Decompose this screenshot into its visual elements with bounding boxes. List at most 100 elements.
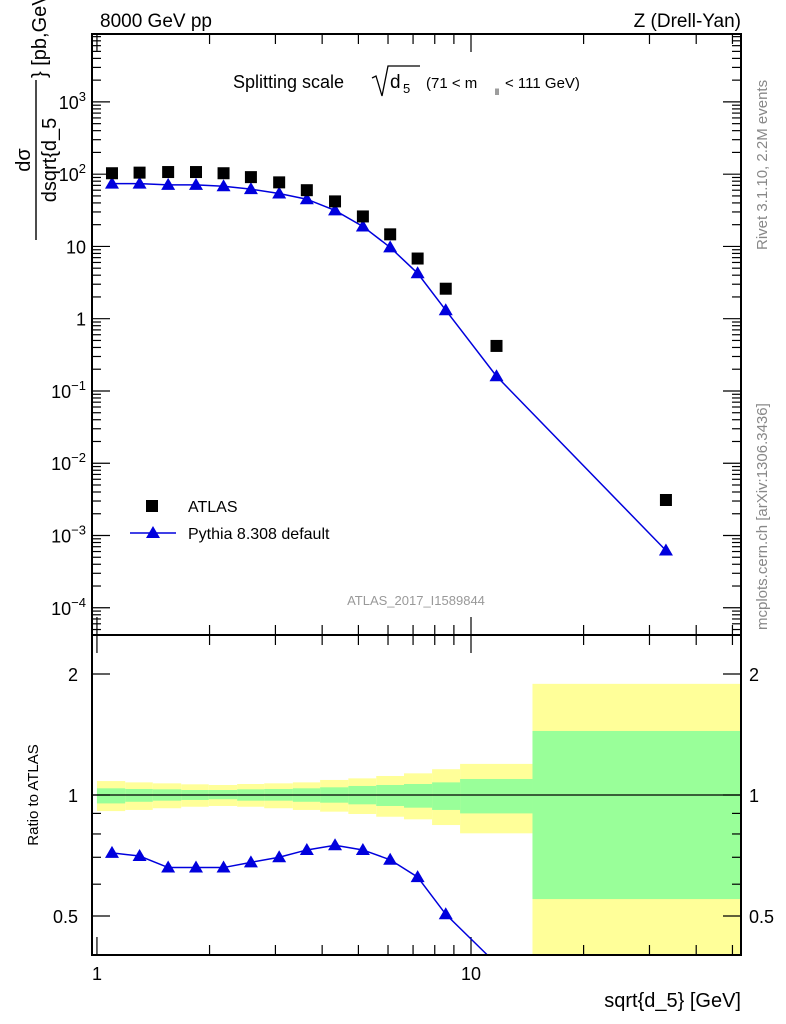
header-left: 8000 GeV pp [100, 11, 212, 32]
atlas-point [244, 171, 257, 184]
y-tick-label: 102 [59, 161, 86, 185]
title-prefix: Splitting scale [233, 72, 344, 92]
ratio-point [272, 850, 287, 863]
ratio-point [161, 860, 176, 873]
pythia-point [383, 240, 398, 253]
legend-pythia-marker [146, 526, 160, 538]
ratio-frame [91, 634, 742, 956]
ratio-y-tick-label: 2 [68, 665, 78, 685]
y-tick-label: 10−4 [51, 595, 86, 619]
atlas-point [300, 184, 313, 197]
ratio-point [132, 849, 147, 862]
ratio-point [243, 855, 258, 868]
main-ylabel: dσ dsqrt{d_5 } [pb,GeV-1] [13, 0, 61, 240]
pythia-point [489, 369, 504, 382]
atlas-point [133, 166, 146, 179]
pythia-point [355, 219, 370, 232]
atlas-point [439, 282, 452, 295]
pythia-point [272, 186, 287, 199]
header-right: Z (Drell-Yan) [634, 11, 741, 32]
ylabel-unit: } [pb,GeV [29, 0, 51, 78]
title-range-a: (71 < m [426, 75, 477, 92]
stat-uncertainty-band [532, 730, 741, 900]
svg-text:(71 < m: (71 < m [426, 75, 477, 92]
atlas-point [329, 195, 342, 208]
svg-text:< 111 GeV): < 111 GeV) [505, 75, 580, 92]
pythia-point [438, 303, 453, 316]
side-text-rivet: Rivet 3.1.10, 2.2M events [754, 80, 771, 250]
pythia-point [132, 176, 147, 189]
atlas-point [356, 210, 369, 223]
y-tick-label: 103 [59, 89, 86, 113]
stat-uncertainty-band [432, 782, 461, 810]
ratio-line [111, 844, 488, 956]
stat-uncertainty-band [460, 778, 533, 814]
main-marks [104, 166, 673, 556]
pythia-point [104, 176, 119, 189]
ratio-marks [104, 838, 488, 956]
ratio-point [299, 842, 314, 855]
svg-text:5: 5 [403, 81, 410, 96]
pythia-point [189, 177, 204, 190]
pythia-point [299, 192, 314, 205]
atlas-point [217, 167, 230, 180]
pythia-point [410, 266, 425, 279]
ratio-point [216, 860, 231, 873]
stat-uncertainty-band [403, 784, 433, 808]
pythia-point [658, 543, 673, 556]
ratio-bands [92, 683, 741, 955]
atlas-point [490, 339, 503, 352]
y-tick-label: 1 [76, 310, 86, 330]
y-tick-label: 10−2 [51, 450, 86, 474]
legend: ATLAS Pythia 8.308 default [130, 499, 330, 543]
pythia-point [328, 203, 343, 216]
legend-atlas-label: ATLAS [188, 499, 238, 516]
ratio-y-tick-label-right: 1 [749, 786, 759, 806]
ratio-point [410, 870, 425, 883]
main-frame [91, 33, 742, 636]
legend-atlas-marker [146, 500, 158, 512]
pythia-point [161, 177, 176, 190]
title-range-b: < 111 GeV) [505, 75, 580, 92]
ratio-point [438, 907, 453, 920]
x-tick-label: 1 [92, 964, 102, 984]
svg-text:Splitting scale: Splitting scale [233, 72, 344, 92]
stat-uncertainty-band [96, 788, 126, 804]
ratio-point [355, 842, 370, 855]
x-tick-label: 10 [461, 964, 481, 984]
watermark: ATLAS_2017_I1589844 [347, 593, 485, 608]
atlas-point [659, 493, 672, 506]
ratio-ylabel: Ratio to ATLAS [25, 744, 42, 845]
ratio-point [104, 845, 119, 858]
atlas-point [190, 166, 203, 179]
svg-text:} [pb,GeV-1]: } [pb,GeV-1] [26, 0, 51, 78]
legend-pythia-label: Pythia 8.308 default [188, 526, 330, 543]
ratio-y-tick-label-right: 2 [749, 665, 759, 685]
title-sqrt-sub: 5 [403, 81, 410, 96]
ratio-y-tick-label-right: 0.5 [749, 907, 774, 927]
ratio-y-tick-label: 0.5 [53, 907, 78, 927]
xlabel: sqrt{d_5} [GeV] [604, 990, 741, 1012]
ratio-y-tick-label: 1 [68, 786, 78, 806]
plot-title: Splitting scale d 5 (71 < m ll < 111 GeV… [233, 65, 580, 97]
atlas-point [273, 176, 286, 189]
pythia-point [216, 179, 231, 192]
atlas-point [384, 228, 397, 241]
title-sqrt-body: d [390, 72, 401, 93]
y-tick-label: 10−1 [51, 378, 86, 402]
ratio-point [189, 860, 204, 873]
ylabel-denominator: dsqrt{d_5 [39, 118, 61, 203]
sqrt-symbol [371, 65, 420, 97]
atlas-point [105, 167, 118, 180]
y-tick-label: 10−3 [51, 523, 86, 547]
ratio-point [328, 838, 343, 851]
title-range-sub: ll [495, 87, 499, 97]
svg-text:ll: ll [495, 87, 499, 97]
atlas-point [162, 166, 175, 179]
ylabel-numerator: dσ [13, 148, 35, 172]
side-text-mcplots: mcplots.cern.ch [arXiv:1306.3436] [754, 403, 771, 630]
atlas-point [411, 252, 424, 265]
ratio-point [383, 852, 398, 865]
